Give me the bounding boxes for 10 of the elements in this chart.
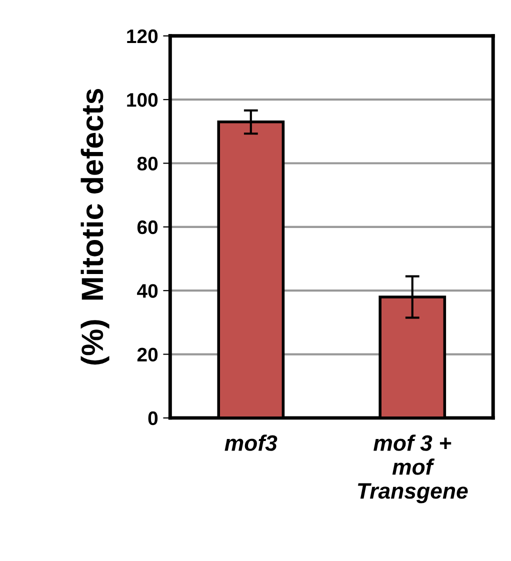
y-tick-label: 20: [137, 348, 158, 362]
y-axis-title: (%) Mitotic defects: [80, 88, 110, 365]
x-tick-label: mof3: [224, 434, 278, 451]
y-tick-label: 100: [127, 93, 158, 107]
y-tick-label: 60: [137, 220, 158, 234]
y-tick-label: 40: [137, 284, 158, 298]
y-tick-label: 120: [127, 29, 158, 44]
y-tick-label: 0: [148, 411, 158, 426]
x-tick-label: mof 3 + mof Transgene: [358, 434, 468, 504]
y-tick-label: 80: [137, 156, 158, 170]
